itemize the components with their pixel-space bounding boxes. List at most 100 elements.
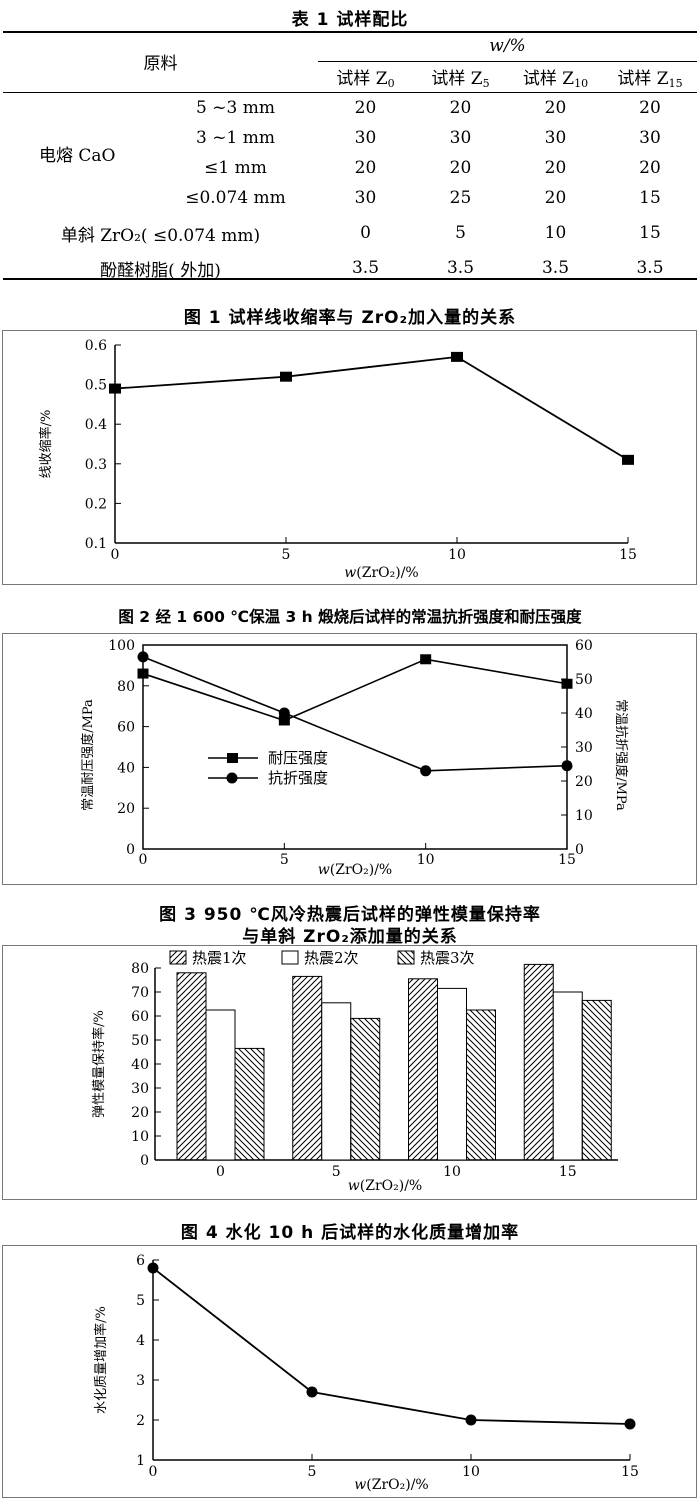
cell: 20 — [449, 158, 472, 178]
fig4-y-tick-label: 3 — [136, 1373, 145, 1389]
fig2-left-tick-label: 20 — [117, 801, 135, 817]
fig3-frame — [2, 945, 697, 1200]
fig3-bar — [205, 1009, 236, 1161]
cell: 20 — [449, 98, 472, 118]
fig1-y-tick-label: 0.5 — [85, 378, 107, 394]
composition-table: 原料 w/% 试样 Z0 试样 Z5 试样 Z10 试样 Z15 电熔 CaO … — [3, 31, 697, 283]
row-label: 5 ~3 mm — [196, 98, 275, 118]
fig1-x-tick-label: 10 — [448, 547, 466, 563]
cell: 30 — [354, 128, 377, 148]
fig3-y-tick-label: 40 — [131, 1057, 149, 1073]
table-row: 电熔 CaO 5 ~3 mm 20 20 20 20 — [3, 93, 697, 166]
fig2-right-tick-label: 30 — [575, 740, 593, 756]
cell: 20 — [354, 158, 377, 178]
fig3-x-label: w(ZrO₂)/% — [348, 1178, 422, 1194]
fig2-x-tick-label: 0 — [139, 852, 148, 868]
table-row: 3 ~1 mm 30 30 30 30 — [3, 123, 697, 153]
fig3-bar — [581, 999, 612, 1161]
fig2-legend-label: 抗折强度 — [268, 769, 328, 787]
fig2-title: 图 2 经 1 600 ℃保温 3 h 煅烧后试样的常温抗折强度和耐压强度 — [118, 608, 582, 626]
fig3-legend-swatch — [397, 950, 415, 965]
fig4-data-point — [147, 1262, 159, 1274]
fig2-left-tick-label: 40 — [117, 760, 135, 776]
cell: 30 — [449, 128, 472, 148]
fig2-right-tick-label: 10 — [575, 808, 593, 824]
fig4-series-line — [152, 1267, 631, 1425]
fig3-bar — [552, 991, 583, 1161]
fig3-bar — [350, 1017, 381, 1161]
cell: 20 — [639, 98, 661, 118]
fig4-data-point — [624, 1418, 636, 1430]
fig4-title: 图 4 水化 10 h 后试样的水化质量增加率 — [180, 1223, 520, 1243]
header-sample: 试样 Z0 — [318, 61, 413, 93]
fig2-x-tick-label: 10 — [417, 852, 435, 868]
table-row: 单斜 ZrO₂( ≤0.074 mm) 0 5 10 15 — [3, 213, 697, 253]
fig1-x-tick-label: 15 — [619, 547, 637, 563]
row-label: 3 ~1 mm — [196, 128, 275, 148]
cell: 3.5 — [636, 258, 664, 278]
fig2-series-line — [142, 656, 568, 772]
fig4-y-tick-label: 4 — [136, 1333, 145, 1349]
fig4-data-point — [306, 1386, 318, 1398]
header-sample: 试样 Z15 — [603, 61, 697, 93]
fig3-y-tick-label: 10 — [131, 1129, 149, 1145]
fig1-data-point — [280, 371, 292, 382]
cell: 30 — [639, 128, 661, 148]
fig3-bar — [437, 987, 467, 1161]
fig3-y-tick-label: 60 — [131, 1009, 149, 1025]
fig1-frame — [2, 330, 697, 585]
fig2-left-tick-label: 100 — [108, 638, 135, 654]
fig2-legend-marker — [226, 772, 238, 784]
fig2-right-tick-label: 0 — [575, 842, 584, 858]
fig1-series-line — [114, 355, 629, 461]
header-sample: 试样 Z10 — [508, 61, 603, 93]
fig3-x-tick-label: 15 — [559, 1164, 577, 1180]
fig1-y-tick-label: 0.4 — [85, 417, 107, 433]
fig3-legend-label: 热震1次 — [192, 949, 247, 967]
cell: 15 — [639, 223, 661, 243]
fig1-title: 图 1 试样线收缩率与 ZrO₂加入量的关系 — [183, 308, 517, 328]
fig3-title-2: 与单斜 ZrO₂添加量的关系 — [242, 927, 458, 947]
table-row: ≤1 mm 20 20 20 20 — [3, 153, 697, 183]
fig1-data-point — [451, 351, 463, 362]
fig2-right-tick-label: 20 — [575, 774, 593, 790]
fig3-bar — [176, 972, 207, 1161]
fig2-data-point — [561, 678, 573, 689]
header-material: 原料 — [3, 31, 318, 93]
table-title: 表 1 试样配比 — [291, 10, 409, 30]
fig3-bar — [466, 1009, 496, 1161]
row-label: ≤1 mm — [204, 158, 267, 178]
fig4-frame — [2, 1245, 697, 1498]
fig4-y-tick-label: 5 — [136, 1293, 145, 1309]
fig2-legend-label: 耐压强度 — [268, 749, 328, 767]
fig4-x-label: w(ZrO₂)/% — [354, 1477, 428, 1493]
fig2-right-y-label: 常温抗折强度/MPa — [613, 699, 629, 811]
fig1-x-tick-label: 0 — [111, 547, 120, 563]
table-row: 酚醛树脂( 外加) 3.5 3.5 3.5 3.5 — [3, 253, 697, 283]
fig4-x-tick-label: 5 — [308, 1464, 317, 1480]
fig3-y-tick-label: 50 — [131, 1033, 149, 1049]
fig2-data-point — [561, 760, 573, 772]
fig3-legend-label: 热震2次 — [304, 949, 359, 967]
fig4-y-label: 水化质量增加率/% — [93, 1306, 109, 1414]
fig3-x-tick-label: 0 — [216, 1164, 225, 1180]
header-w: w/% — [318, 31, 697, 62]
fig3-x-tick-label: 5 — [332, 1164, 341, 1180]
fig4-x-tick-label: 15 — [621, 1464, 639, 1480]
cell: 10 — [544, 223, 567, 243]
fig3-bar — [408, 978, 438, 1161]
fig2-data-point — [420, 765, 432, 777]
fig2-x-label: w(ZrO₂)/% — [318, 862, 392, 878]
fig2-left-tick-label: 60 — [117, 720, 135, 736]
fig3-y-tick-label: 70 — [131, 985, 149, 1001]
fig2-x-tick-label: 15 — [558, 852, 576, 868]
fig2-series-line — [142, 658, 568, 722]
fig2-data-point — [278, 715, 290, 726]
fig3-legend-swatch — [169, 950, 187, 965]
fig1-y-tick-label: 0.1 — [85, 536, 107, 552]
fig1-data-point — [109, 383, 121, 394]
fig4-x-tick-label: 0 — [149, 1464, 158, 1480]
cell: 0 — [360, 223, 371, 243]
row-label: 单斜 ZrO₂( ≤0.074 mm) — [60, 225, 261, 246]
fig3-legend-label: 热震3次 — [420, 949, 475, 967]
